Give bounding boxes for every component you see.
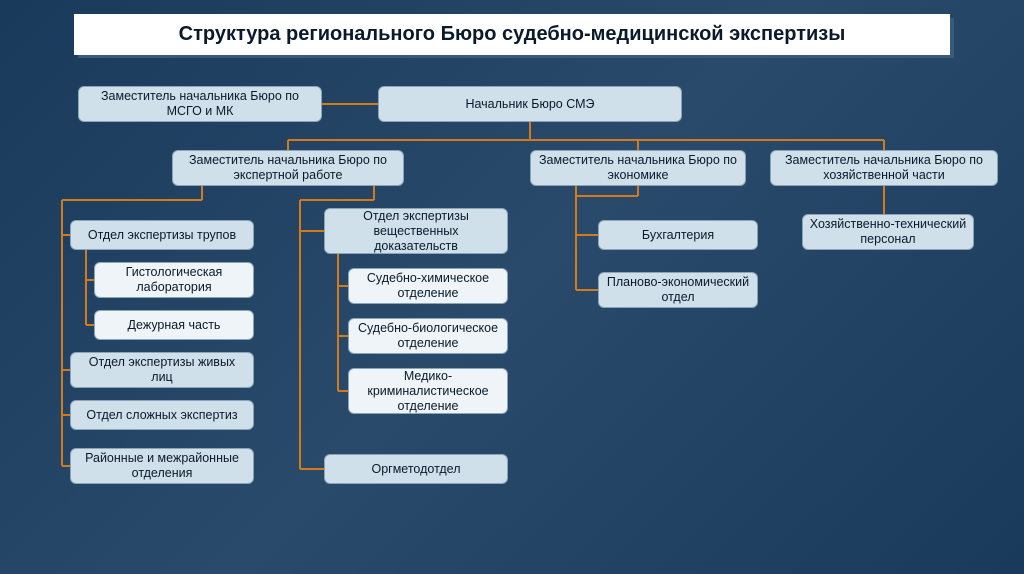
org-node-corpse: Отдел экспертизы трупов [70,220,254,250]
org-node-orgmethod: Оргметодотдел [324,454,508,484]
org-node-evidence: Отдел экспертизы вещественных доказатель… [324,208,508,254]
org-node-district: Районные и межрайонные отделения [70,448,254,484]
org-node-dep_econ: Заместитель начальника Бюро по экономике [530,150,746,186]
org-node-complex: Отдел сложных экспертиз [70,400,254,430]
org-node-bio: Судебно-биологическое отделение [348,318,508,354]
org-node-planecon: Планово-экономический отдел [598,272,758,308]
org-node-living: Отдел экспертизы живых лиц [70,352,254,388]
org-node-deputy_msgo: Заместитель начальника Бюро по МСГО и МК [78,86,322,122]
page-title: Структура регионального Бюро судебно-мед… [74,14,950,55]
org-node-accounting: Бухгалтерия [598,220,758,250]
org-node-chem: Судебно-химическое отделение [348,268,508,304]
org-node-forensic_crim: Медико-криминалистическое отделение [348,368,508,414]
org-node-dep_expert: Заместитель начальника Бюро по экспертно… [172,150,404,186]
org-node-chief: Начальник Бюро СМЭ [378,86,682,122]
org-node-dep_econ_house: Заместитель начальника Бюро по хозяйстве… [770,150,998,186]
org-node-duty: Дежурная часть [94,310,254,340]
org-node-techstaff: Хозяйственно-технический персонал [802,214,974,250]
org-node-histolab: Гистологическая лаборатория [94,262,254,298]
title-container: Структура регионального Бюро судебно-мед… [74,14,950,55]
